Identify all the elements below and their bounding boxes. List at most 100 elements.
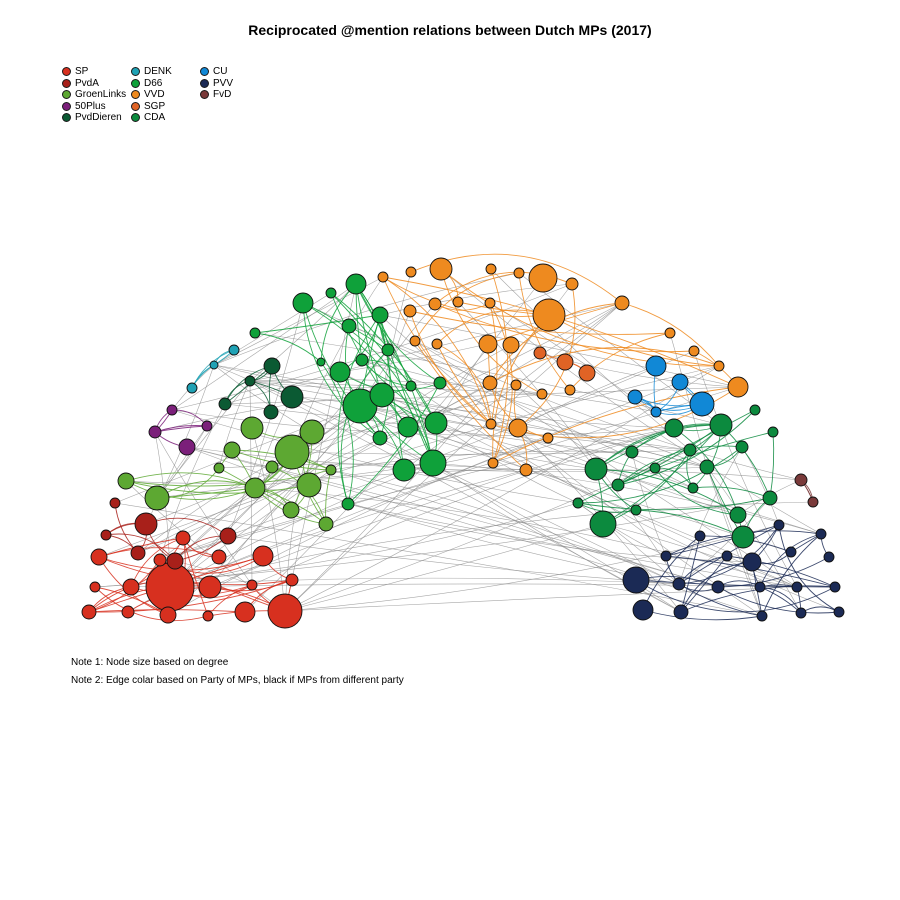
node-vvd — [487, 457, 499, 469]
cross-party-edge — [330, 450, 633, 471]
legend-label: VVD — [144, 88, 165, 100]
legend-item-d66: D66 — [131, 77, 162, 89]
cross-party-edge — [249, 380, 682, 613]
cross-party-edge — [145, 302, 623, 525]
node-cu — [627, 389, 643, 405]
node-pvv — [694, 530, 706, 542]
node-sp — [234, 601, 256, 623]
intra-party-edge — [518, 272, 571, 391]
intra-party-edge — [254, 314, 381, 334]
legend-label: FvD — [213, 88, 232, 100]
node-cda — [729, 506, 747, 524]
node-sp — [159, 606, 177, 624]
legend-dot — [131, 78, 140, 88]
cross-party-edge — [125, 480, 286, 612]
node-pvv — [795, 607, 807, 619]
node-cda — [611, 478, 625, 492]
legend-label: SGP — [144, 100, 166, 112]
cross-party-edge — [213, 292, 332, 366]
node-sp — [89, 581, 101, 593]
legend-label: PVV — [213, 77, 234, 89]
node-sp — [121, 605, 135, 619]
intra-party-edge — [355, 283, 383, 396]
node-d66 — [392, 458, 416, 482]
node-sp — [246, 579, 258, 591]
node-vvd — [508, 418, 528, 438]
legend-item-pvda: PvdA — [62, 77, 99, 89]
intra-party-edge — [635, 579, 836, 588]
legend-label: SP — [75, 65, 89, 77]
node-d66 — [341, 497, 355, 511]
intra-party-edge — [761, 533, 822, 617]
intra-party-edge — [434, 303, 695, 353]
cross-party-edge — [186, 446, 680, 585]
cross-party-edge — [284, 365, 720, 612]
node-vvd — [688, 345, 700, 357]
node-d66 — [355, 353, 369, 367]
node-pvv — [742, 552, 762, 572]
cross-party-edge — [515, 384, 597, 470]
node-groenlinks — [117, 472, 135, 490]
intra-party-edge — [769, 431, 775, 499]
intra-party-edge — [490, 268, 509, 464]
legend-dot — [62, 89, 71, 99]
node-pvda — [134, 512, 158, 536]
node-pvv — [791, 581, 803, 593]
node-denk — [186, 382, 198, 394]
node-pvda — [219, 527, 237, 545]
node-vvd — [485, 418, 497, 430]
intra-party-edge — [577, 497, 771, 511]
node-pvddieren — [263, 404, 279, 420]
legend-dot — [131, 101, 140, 111]
legend-dot — [200, 66, 209, 76]
node-groenlinks — [274, 434, 310, 470]
legend-item-pvddieren: PvdDieren — [62, 111, 122, 123]
node-pvddieren — [280, 385, 304, 409]
cross-party-edge — [414, 340, 802, 481]
node-groenlinks — [299, 419, 325, 445]
cross-party-edge — [249, 380, 691, 451]
node-sgp — [533, 346, 547, 360]
network-nodes — [81, 257, 845, 629]
node-groenlinks — [244, 477, 266, 499]
cross-party-edge — [227, 535, 680, 585]
intra-party-edge — [778, 524, 840, 613]
node-pvv — [721, 550, 733, 562]
cross-party-edge — [381, 394, 708, 468]
cross-party-edge — [227, 302, 304, 537]
party-legend: SP PvdA GroenLinks 50Plus PvdDieren DENK… — [62, 65, 272, 125]
cross-party-edge — [251, 427, 286, 612]
cross-party-edge — [381, 271, 412, 396]
cross-party-edge — [577, 502, 667, 557]
intra-party-edge — [635, 579, 836, 613]
cross-party-edge — [284, 586, 798, 612]
intra-party-edge — [621, 302, 720, 367]
node-fvd — [807, 496, 819, 508]
node-vvd — [502, 336, 520, 354]
cross-party-edge — [339, 343, 489, 373]
node-groenlinks — [223, 441, 241, 459]
node-pvddieren — [244, 375, 256, 387]
legend-label: PvdDieren — [75, 111, 122, 123]
intra-party-edge — [88, 579, 293, 613]
node-vvd — [564, 384, 576, 396]
node-pvv — [632, 599, 654, 621]
node-cda — [625, 445, 639, 459]
cross-party-edge — [209, 394, 383, 588]
node-cu — [645, 355, 667, 377]
intra-party-edge — [382, 276, 492, 425]
node-groenlinks — [265, 460, 279, 474]
cross-party-edge — [114, 502, 763, 617]
node-vvd — [510, 379, 522, 391]
note-node-size: Note 1: Node size based on degree — [71, 657, 229, 668]
node-pvv — [673, 604, 689, 620]
node-vvd — [482, 375, 498, 391]
node-d66 — [419, 449, 447, 477]
node-groenlinks — [213, 462, 225, 474]
node-cda — [709, 413, 733, 437]
intra-party-edge — [665, 524, 780, 557]
node-vvd — [536, 388, 548, 400]
node-pvv — [672, 577, 686, 591]
node-vvd — [405, 266, 417, 278]
intra-party-edge — [635, 509, 744, 538]
